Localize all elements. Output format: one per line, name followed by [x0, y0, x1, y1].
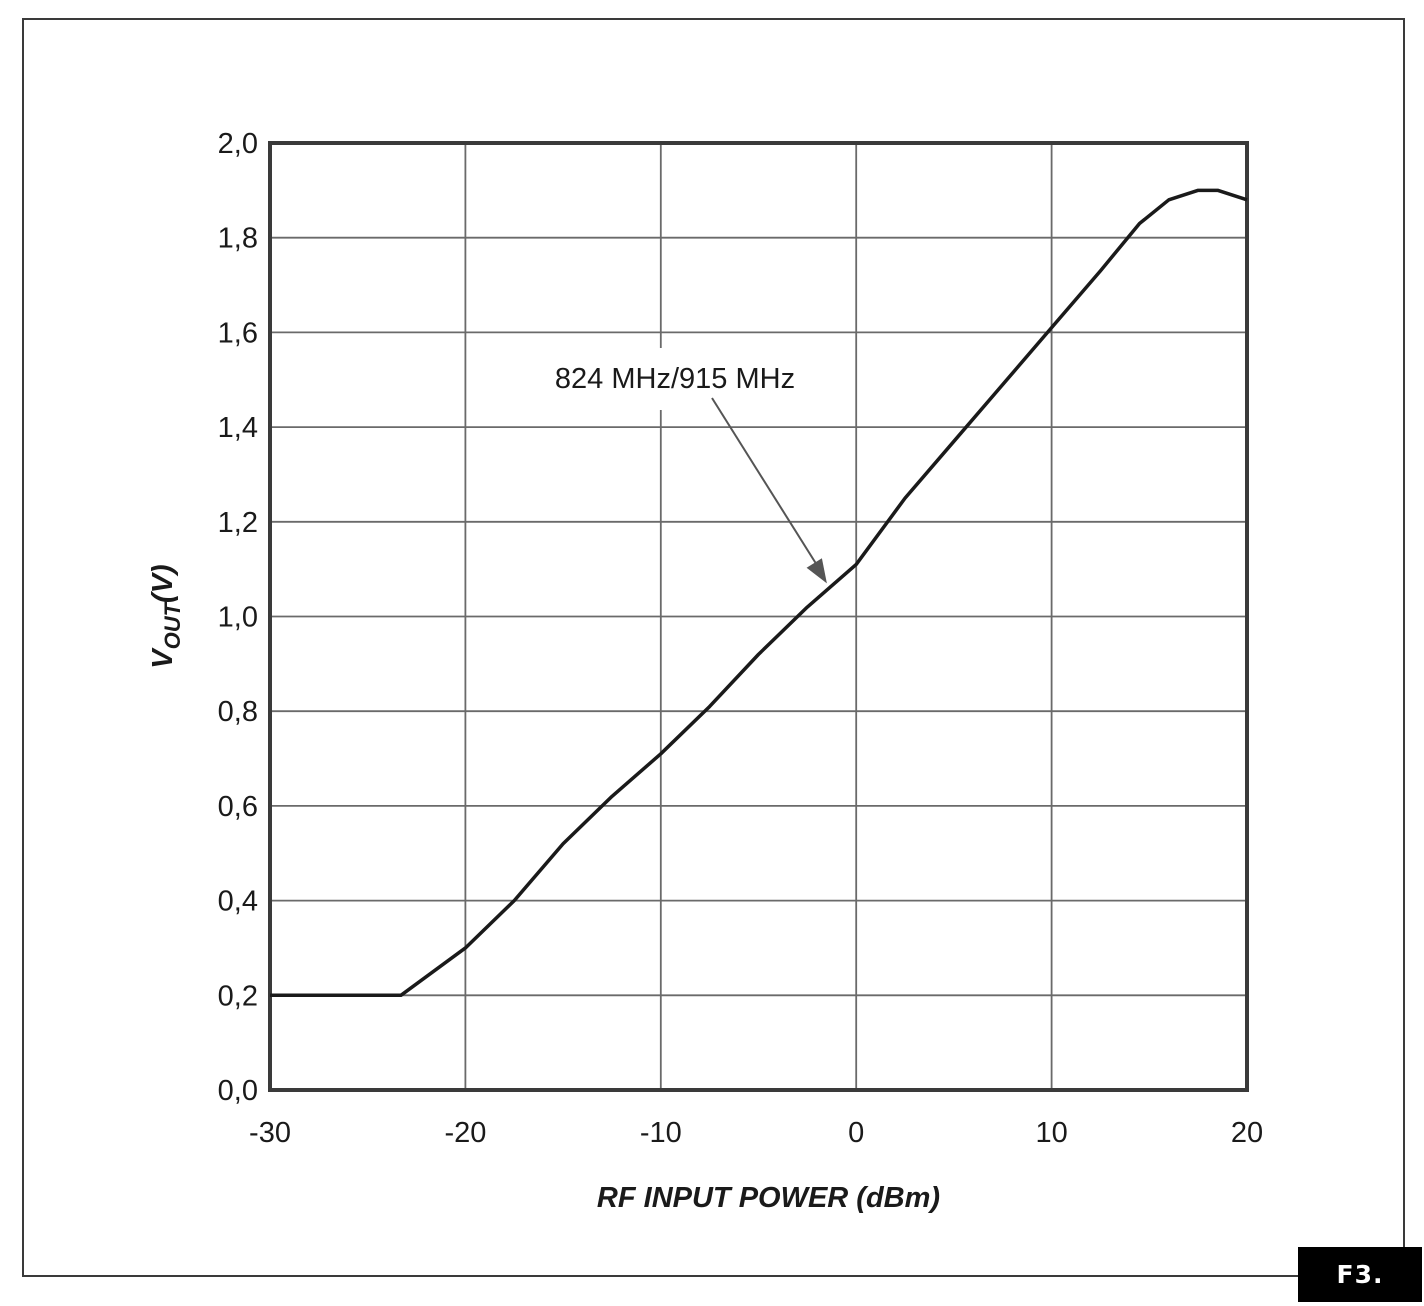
- annotation-arrow: [711, 397, 822, 572]
- y-tick-label: 1,8: [218, 223, 258, 255]
- y-axis-title: VOUT(V): [147, 564, 185, 668]
- annotation-arrowhead: [806, 558, 827, 584]
- y-tick-label: 1,6: [218, 317, 258, 349]
- y-tick-label: 0,6: [218, 791, 258, 823]
- series-line-824-915: [270, 188, 1248, 998]
- x-axis-title: RF INPUT POWER (dBm): [597, 1182, 940, 1214]
- y-tick-label: 1,2: [218, 507, 258, 539]
- y-tick-label: 0,8: [218, 696, 258, 728]
- y-tick-label: 1,4: [218, 412, 258, 444]
- y-tick-label: 0,2: [218, 980, 258, 1012]
- y-tick-label: 0,0: [218, 1075, 258, 1107]
- figure-frame: [22, 18, 1405, 1277]
- x-tick-label: -10: [640, 1117, 682, 1149]
- y-tick-label: 1,0: [218, 602, 258, 634]
- annotation-background: [520, 348, 830, 410]
- x-tick-label: 0: [848, 1117, 864, 1149]
- x-tick-labels: -30 -20 -10 0 10 20: [249, 1117, 1263, 1149]
- annotation-label: 824 MHz/915 MHz: [555, 363, 795, 395]
- plot-border: [268, 141, 1249, 1092]
- y-axis-title-main: V: [147, 647, 179, 669]
- figure-label-badge: F3.: [1298, 1247, 1422, 1302]
- x-tick-label: 10: [1035, 1117, 1067, 1149]
- y-axis-title-unit: (V): [147, 564, 179, 603]
- x-tick-label: -30: [249, 1117, 291, 1149]
- y-tick-label: 2,0: [218, 128, 258, 160]
- y-tick-label: 0,4: [218, 886, 258, 918]
- grid-lines: [269, 142, 1248, 1091]
- x-tick-label: -20: [444, 1117, 486, 1149]
- y-tick-labels: 0,0 0,2 0,4 0,6 0,8 1,0 1,2 1,4 1,6 1,8 2,0: [218, 128, 258, 1107]
- x-tick-label: 20: [1231, 1117, 1263, 1149]
- y-axis-title-sub: OUT: [160, 601, 185, 649]
